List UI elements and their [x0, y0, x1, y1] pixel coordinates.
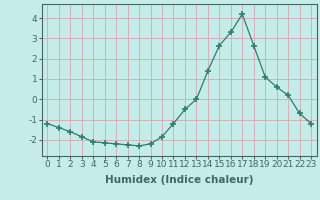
X-axis label: Humidex (Indice chaleur): Humidex (Indice chaleur) [105, 175, 253, 185]
